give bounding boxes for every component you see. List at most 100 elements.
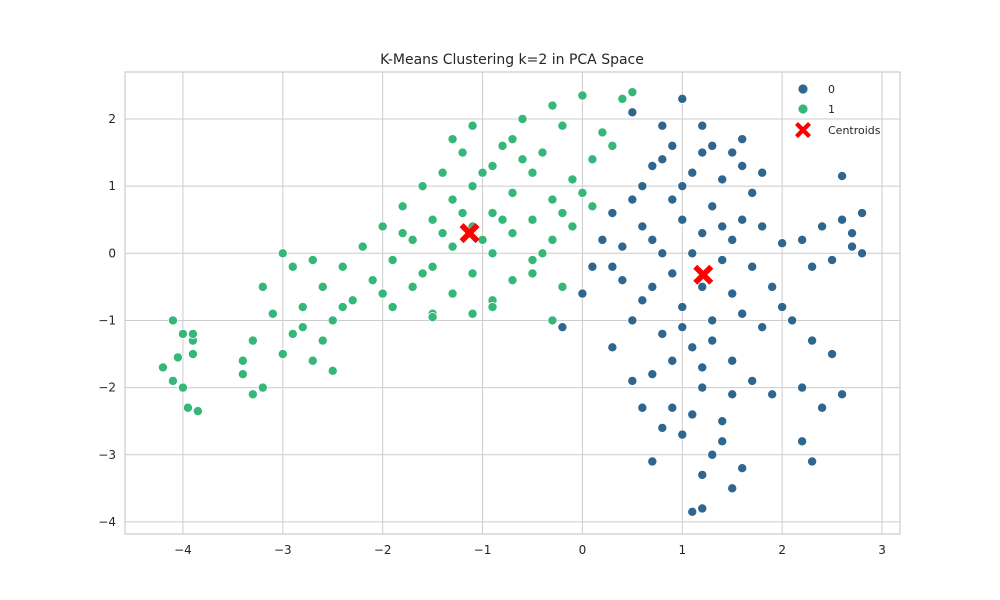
data-point-cluster-0 bbox=[647, 281, 658, 292]
x-tick-label: 0 bbox=[579, 543, 587, 557]
data-point-cluster-1 bbox=[337, 302, 348, 313]
data-point-cluster-0 bbox=[757, 221, 768, 232]
data-point-cluster-0 bbox=[647, 234, 658, 245]
data-point-cluster-1 bbox=[337, 261, 348, 272]
data-point-cluster-0 bbox=[587, 261, 598, 272]
y-tick-label: −4 bbox=[98, 515, 116, 529]
data-point-cluster-1 bbox=[297, 302, 308, 313]
data-point-cluster-1 bbox=[517, 114, 528, 125]
data-point-cluster-1 bbox=[557, 281, 568, 292]
data-point-cluster-1 bbox=[377, 288, 388, 299]
y-tick-label: −2 bbox=[98, 381, 116, 395]
scatter-points bbox=[157, 87, 868, 517]
data-point-cluster-0 bbox=[677, 322, 688, 333]
data-point-cluster-0 bbox=[707, 315, 718, 326]
data-point-cluster-1 bbox=[447, 194, 458, 205]
data-point-cluster-0 bbox=[767, 281, 778, 292]
centroid-marker bbox=[459, 223, 480, 244]
data-point-cluster-0 bbox=[637, 295, 648, 306]
data-point-cluster-1 bbox=[397, 201, 408, 212]
data-point-cluster-1 bbox=[417, 268, 428, 279]
data-point-cluster-1 bbox=[167, 375, 178, 386]
data-point-cluster-1 bbox=[617, 93, 628, 104]
data-point-cluster-1 bbox=[187, 349, 198, 360]
x-axis-ticks: −4 −3 −2 −1 0 1 2 3 bbox=[174, 543, 886, 557]
data-point-cluster-0 bbox=[717, 221, 728, 232]
data-point-cluster-1 bbox=[577, 90, 588, 101]
data-point-cluster-1 bbox=[277, 248, 288, 259]
data-point-cluster-0 bbox=[727, 483, 738, 494]
data-point-cluster-1 bbox=[497, 214, 508, 225]
data-point-cluster-1 bbox=[597, 127, 608, 138]
data-point-cluster-0 bbox=[677, 93, 688, 104]
data-point-cluster-0 bbox=[627, 375, 638, 386]
data-point-cluster-1 bbox=[377, 221, 388, 232]
data-point-cluster-0 bbox=[707, 335, 718, 346]
data-point-cluster-1 bbox=[527, 167, 538, 178]
data-point-cluster-0 bbox=[747, 261, 758, 272]
data-point-cluster-0 bbox=[667, 268, 678, 279]
data-point-cluster-1 bbox=[467, 181, 478, 192]
data-point-cluster-1 bbox=[537, 248, 548, 259]
data-point-cluster-0 bbox=[767, 389, 778, 400]
data-point-cluster-1 bbox=[547, 234, 558, 245]
data-point-cluster-0 bbox=[687, 342, 698, 353]
data-point-cluster-1 bbox=[477, 167, 488, 178]
data-point-cluster-0 bbox=[677, 429, 688, 440]
data-point-cluster-1 bbox=[157, 362, 168, 373]
data-point-cluster-1 bbox=[347, 295, 358, 306]
data-point-cluster-0 bbox=[647, 456, 658, 467]
data-point-cluster-0 bbox=[677, 181, 688, 192]
data-point-cluster-1 bbox=[447, 134, 458, 145]
data-point-cluster-1 bbox=[437, 167, 448, 178]
data-point-cluster-0 bbox=[667, 140, 678, 151]
data-point-cluster-1 bbox=[577, 187, 588, 198]
data-point-cluster-0 bbox=[857, 208, 868, 219]
data-point-cluster-0 bbox=[607, 261, 618, 272]
data-point-cluster-0 bbox=[737, 161, 748, 172]
data-point-cluster-0 bbox=[817, 221, 828, 232]
y-tick-label: 1 bbox=[108, 179, 116, 193]
data-point-cluster-0 bbox=[697, 228, 708, 239]
x-tick-label: −4 bbox=[174, 543, 192, 557]
data-point-cluster-0 bbox=[597, 234, 608, 245]
data-point-cluster-0 bbox=[747, 187, 758, 198]
data-point-cluster-0 bbox=[717, 436, 728, 447]
data-point-cluster-1 bbox=[507, 134, 518, 145]
chart-title: K-Means Clustering k=2 in PCA Space bbox=[380, 52, 644, 68]
data-point-cluster-0 bbox=[687, 409, 698, 420]
data-point-cluster-0 bbox=[687, 506, 698, 517]
data-point-cluster-0 bbox=[687, 248, 698, 259]
data-point-cluster-0 bbox=[627, 194, 638, 205]
legend-marker-0 bbox=[797, 83, 809, 95]
data-point-cluster-1 bbox=[547, 194, 558, 205]
data-point-cluster-0 bbox=[757, 167, 768, 178]
data-point-cluster-0 bbox=[727, 288, 738, 299]
data-point-cluster-0 bbox=[697, 503, 708, 514]
data-point-cluster-0 bbox=[557, 322, 568, 333]
data-point-cluster-1 bbox=[267, 308, 278, 319]
x-tick-label: −1 bbox=[474, 543, 492, 557]
data-point-cluster-1 bbox=[497, 140, 508, 151]
data-point-cluster-1 bbox=[177, 382, 188, 393]
data-point-cluster-1 bbox=[287, 261, 298, 272]
data-point-cluster-1 bbox=[487, 208, 498, 219]
data-point-cluster-0 bbox=[727, 389, 738, 400]
data-point-cluster-1 bbox=[317, 335, 328, 346]
data-point-cluster-0 bbox=[657, 328, 668, 339]
data-point-cluster-0 bbox=[677, 214, 688, 225]
data-point-cluster-1 bbox=[182, 402, 193, 413]
data-point-cluster-0 bbox=[857, 248, 868, 259]
data-point-cluster-1 bbox=[237, 369, 248, 380]
data-point-cluster-0 bbox=[727, 355, 738, 366]
data-point-cluster-1 bbox=[327, 315, 338, 326]
data-point-cluster-0 bbox=[647, 369, 658, 380]
data-point-cluster-0 bbox=[787, 315, 798, 326]
x-tick-label: −3 bbox=[274, 543, 292, 557]
data-point-cluster-0 bbox=[647, 161, 658, 172]
data-point-cluster-1 bbox=[537, 147, 548, 158]
data-point-cluster-1 bbox=[507, 187, 518, 198]
data-point-cluster-1 bbox=[257, 382, 268, 393]
data-point-cluster-0 bbox=[677, 302, 688, 313]
